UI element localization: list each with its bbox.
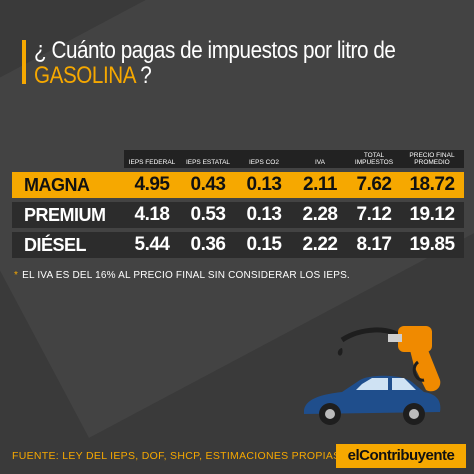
row-label: PREMIUM [12, 202, 124, 228]
col-header: IVA [292, 150, 348, 168]
fuel-nozzle-icon [337, 326, 441, 392]
cell: 4.95 [124, 172, 180, 198]
footnote-text: EL IVA ES DEL 16% AL PRECIO FINAL SIN CO… [22, 270, 350, 281]
title-accent: GASOLINA [34, 62, 135, 89]
cell: 8.17 [348, 232, 400, 258]
cell: 0.53 [180, 202, 236, 228]
page-title: ¿ Cuánto pagas de impuestos por litro de… [34, 37, 396, 89]
cell: 5.44 [124, 232, 180, 258]
cell: 19.12 [400, 202, 464, 228]
table-row: DIÉSEL 5.44 0.36 0.15 2.22 8.17 19.85 [12, 232, 464, 258]
cell: 2.22 [292, 232, 348, 258]
source-text: FUENTE: LEY DEL IEPS, DOF, SHCP, ESTIMAC… [12, 450, 344, 462]
footnote-star: * [14, 270, 19, 281]
col-header: PRECIO FINAL PROMEDIO [400, 150, 464, 168]
row-label: DIÉSEL [12, 232, 124, 258]
cell: 2.28 [292, 202, 348, 228]
title-suffix: ? [134, 62, 152, 89]
row-label: MAGNA [12, 172, 124, 198]
cell: 0.36 [180, 232, 236, 258]
cell: 19.85 [400, 232, 464, 258]
table-row: MAGNA 4.95 0.43 0.13 2.11 7.62 18.72 [12, 172, 464, 198]
car-icon [304, 375, 441, 425]
col-header: IEPS FEDERAL [124, 150, 180, 168]
cell: 4.18 [124, 202, 180, 228]
cell: 18.72 [400, 172, 464, 198]
footnote: * EL IVA ES DEL 16% AL PRECIO FINAL SIN C… [14, 270, 350, 281]
cell: 0.13 [236, 202, 292, 228]
cell: 2.11 [292, 172, 348, 198]
title-line-1: ¿ Cuánto pagas de impuestos por litro de [34, 37, 396, 64]
cell: 0.15 [236, 232, 292, 258]
cell: 0.13 [236, 172, 292, 198]
cell: 7.62 [348, 172, 400, 198]
table-row: PREMIUM 4.18 0.53 0.13 2.28 7.12 19.12 [12, 202, 464, 228]
fuel-car-illustration [304, 326, 441, 425]
cell: 7.12 [348, 202, 400, 228]
col-header: TOTAL IMPUESTOS [348, 150, 400, 168]
tax-table: IEPS FEDERAL IEPS ESTATAL IEPS CO2 IVA T… [12, 146, 464, 262]
table-header-row: IEPS FEDERAL IEPS ESTATAL IEPS CO2 IVA T… [12, 150, 464, 168]
cell: 0.43 [180, 172, 236, 198]
brand-logo: elContribuyente [336, 444, 466, 468]
col-header: IEPS ESTATAL [180, 150, 236, 168]
col-header: IEPS CO2 [236, 150, 292, 168]
title-accent-bar [22, 40, 26, 84]
